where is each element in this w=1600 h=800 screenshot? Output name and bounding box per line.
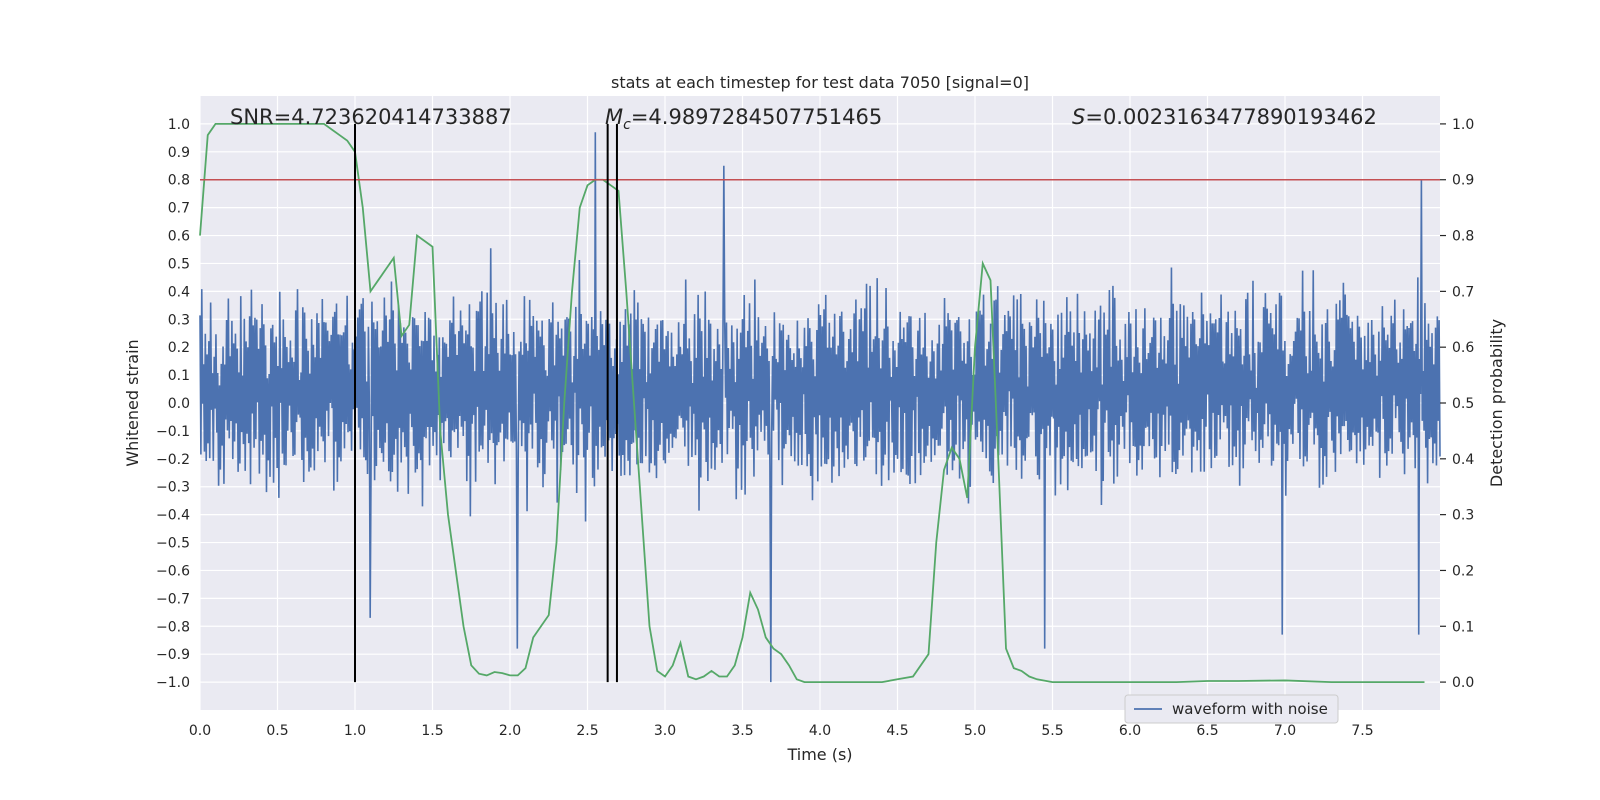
y-tick-label: −0.7 [156,591,190,607]
y-tick-label: −0.3 [156,480,190,496]
x-tick-label: 0.0 [189,723,211,739]
x-tick-label: 7.0 [1274,723,1296,739]
y-tick-label: 0.2 [168,340,190,356]
x-tick-label: 4.5 [886,723,908,739]
legend-label: waveform with noise [1172,700,1328,718]
x-tick-label: 6.5 [1196,723,1218,739]
x-tick-label: 4.0 [809,723,831,739]
y-tick-label: 0.0 [168,396,190,412]
vertical-markers [354,123,618,683]
x-tick-label: 2.5 [576,723,598,739]
x-axis-label: Time (s) [786,745,852,764]
y-tick-label: −0.5 [156,536,190,552]
y-tick-label: 1.0 [168,117,190,133]
mc-symbol: M [605,105,623,129]
y-tick-label: 0.4 [168,284,190,300]
chart-title: stats at each timestep for test data 705… [611,73,1029,92]
mc-value: =4.9897284507751465 [631,105,882,129]
y-tick-label: −1.0 [156,675,190,691]
y-tick-label: −0.2 [156,452,190,468]
waveform-series [199,132,1441,683]
mc-annotation: Mc=4.9897284507751465 [605,105,882,133]
legend-box [1124,694,1339,724]
y-tick-label: −0.4 [156,508,190,524]
mc-subscript: c [623,117,631,133]
y-tick-labels: −1.0 −0.9 −0.8 −0.7 −0.6 −0.5 −0.4 −0.3 −0.2 −0.1… [156,117,190,691]
x-tick-label: 3.0 [654,723,676,739]
y2-tick-label: 0.9 [1452,173,1474,189]
y2-tick-label: 0.8 [1452,229,1474,245]
y2-tick-labels: 0.0 0.1 0.2 0.3 0.4 0.5 0.6 0.7 0.8 0.9 1.0 [1440,117,1474,691]
y2-tick-label: 0.7 [1452,284,1474,300]
y-tick-label: −0.1 [156,424,190,440]
x-tick-label: 5.5 [1041,723,1063,739]
y2-axis-label: Detection probability [1487,319,1506,487]
y2-tick-label: 0.2 [1452,563,1474,579]
x-tick-labels: 0.0 0.5 1.0 1.5 2.0 2.5 3.0 3.5 4.0 4.5 5.0 5.5 6.0 6… [189,723,1374,739]
y2-tick-label: 0.6 [1452,340,1474,356]
waveform-line [199,132,1441,683]
y-tick-label: −0.6 [156,563,190,579]
y-tick-label: 0.9 [168,145,190,161]
legend: waveform with noise [1124,694,1339,724]
detection-probability-line [199,123,1425,683]
y2-tick-label: 0.3 [1452,508,1474,524]
s-value: =0.0023163477890193462 [1085,105,1377,129]
y-axis-label: Whitened strain [123,339,142,466]
y-tick-label: 0.3 [168,312,190,328]
x-tick-label: 5.0 [964,723,986,739]
y-tick-label: 0.6 [168,229,190,245]
y2-tick-label: 0.4 [1452,452,1474,468]
snr-annotation: SNR=4.723620414733887 [230,105,512,129]
x-tick-label: 2.0 [499,723,521,739]
x-tick-label: 0.5 [266,723,288,739]
x-tick-label: 1.0 [344,723,366,739]
y-tick-label: 0.7 [168,201,190,217]
x-tick-label: 1.5 [421,723,443,739]
y2-tick-label: 0.0 [1452,675,1474,691]
y-tick-label: 0.8 [168,173,190,189]
y2-tick-label: 1.0 [1452,117,1474,133]
x-tick-label: 6.0 [1119,723,1141,739]
s-annotation: S=0.0023163477890193462 [1072,105,1377,129]
y-tick-label: −0.9 [156,647,190,663]
y2-tick-label: 0.1 [1452,619,1474,635]
y-tick-label: 0.5 [168,256,190,272]
x-tick-label: 7.5 [1351,723,1373,739]
s-symbol: S [1072,105,1085,129]
y-tick-label: 0.1 [168,368,190,384]
x-tick-label: 3.5 [731,723,753,739]
y2-tick-label: 0.5 [1452,396,1474,412]
y-tick-label: −0.8 [156,619,190,635]
